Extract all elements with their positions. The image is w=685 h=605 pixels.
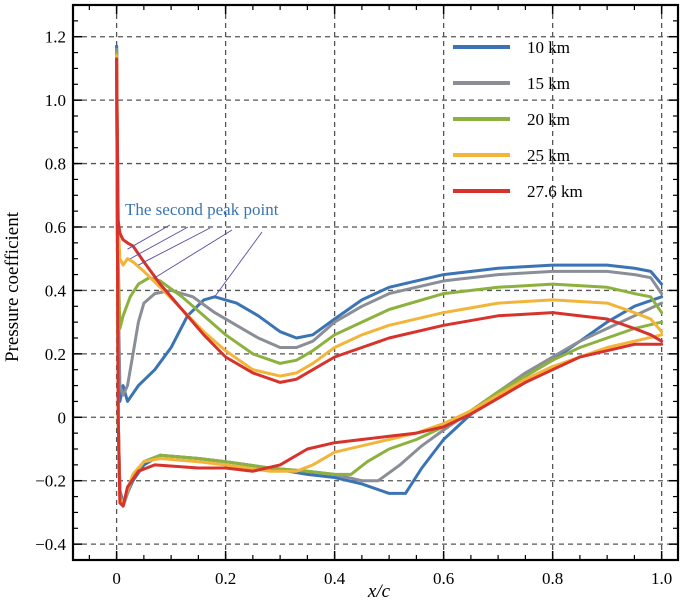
series-0-lower-line <box>115 44 664 505</box>
y-tick-label-1: −0.2 <box>35 472 66 491</box>
plot-frame <box>71 3 680 562</box>
legend: 10 km 15 km 20 km 25 km 27.6 km <box>453 38 583 201</box>
axis-ticks <box>73 5 678 561</box>
annotation-leader-lines <box>127 224 263 298</box>
y-tick-label-6: 0.8 <box>45 155 66 174</box>
y-tick-label-8: 1.2 <box>45 28 66 47</box>
annotation: The second peak point <box>125 200 279 298</box>
series-2-upper-line <box>115 51 664 365</box>
series-4-lower-line <box>115 57 664 508</box>
y-tick-label-5: 0.6 <box>45 218 66 237</box>
annotation-leader-4 <box>127 224 171 250</box>
series-3-lower-line <box>115 54 664 505</box>
series-1-upper-line <box>115 47 664 397</box>
x-tick-label-2: 0.4 <box>324 569 346 588</box>
legend-label-2: 20 km <box>527 110 570 129</box>
x-tick-label-5: 1.0 <box>651 569 672 588</box>
plot-border <box>71 3 680 562</box>
series-0-upper-line <box>115 44 664 403</box>
annotation-leader-0 <box>214 231 263 298</box>
legend-label-4: 27.6 km <box>527 182 583 201</box>
series-3-upper-line <box>115 54 664 378</box>
x-tick-label-3: 0.6 <box>433 569 454 588</box>
annotation-leader-1 <box>154 229 233 279</box>
x-axis-label: x/c <box>367 581 391 602</box>
annotation-leader-2 <box>138 227 211 266</box>
legend-label-1: 15 km <box>527 74 570 93</box>
series-4-upper-line <box>115 57 664 384</box>
series-0 <box>115 44 664 505</box>
annotation-leader-3 <box>130 226 189 260</box>
legend-label-0: 10 km <box>527 38 570 57</box>
x-tick-label-4: 0.8 <box>542 569 563 588</box>
annotation-text: The second peak point <box>125 200 279 219</box>
x-tick-label-0: 0 <box>112 569 121 588</box>
y-tick-label-4: 0.4 <box>45 281 67 300</box>
y-tick-label-0: −0.4 <box>35 535 66 554</box>
series-4 <box>115 57 664 508</box>
y-axis-label: Pressure coefficient <box>2 211 23 362</box>
series-lines <box>115 44 664 508</box>
y-tick-label-2: 0 <box>58 408 67 427</box>
y-tick-label-7: 1.0 <box>45 91 66 110</box>
x-tick-label-1: 0.2 <box>215 569 236 588</box>
legend-label-3: 25 km <box>527 146 570 165</box>
y-tick-label-3: 0.2 <box>45 345 66 364</box>
tick-labels: 0 0.2 0.4 0.6 0.8 1.0 −0.4 −0.2 0 0.2 0.4 0.6 0.8 1.0… <box>35 28 672 588</box>
series-3 <box>115 54 664 505</box>
